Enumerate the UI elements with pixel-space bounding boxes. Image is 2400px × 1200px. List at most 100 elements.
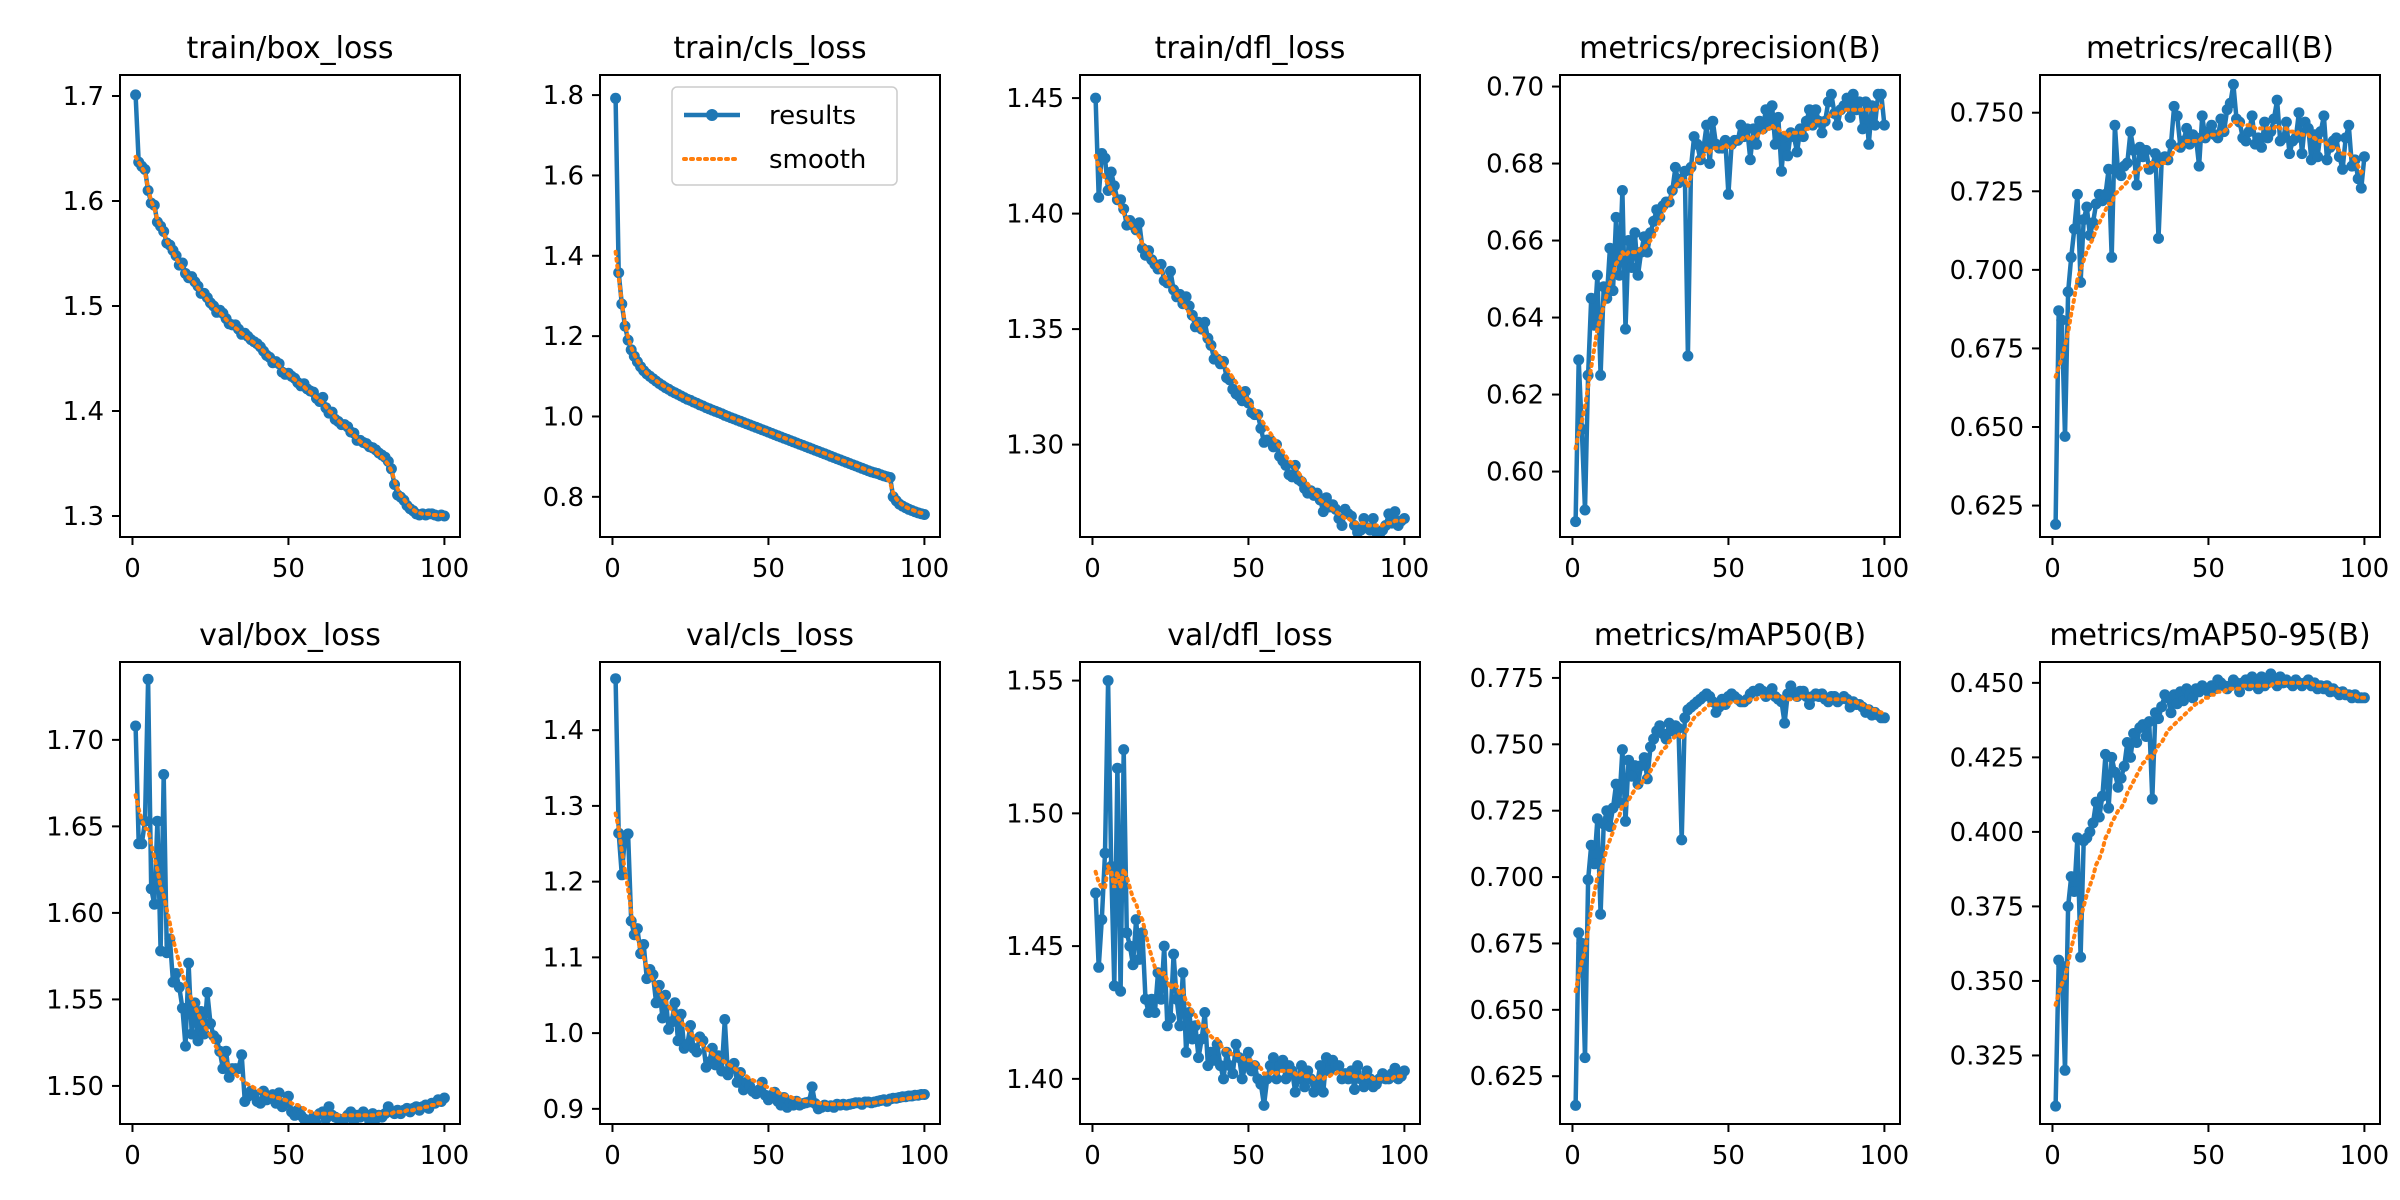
results-point: [2059, 1064, 2071, 1076]
x-tick-label: 50: [272, 554, 305, 584]
results-point: [1130, 914, 1142, 926]
y-tick-label: 0.725: [1470, 797, 1544, 827]
x-tick-label: 100: [1860, 1141, 1910, 1171]
x-tick-label: 50: [1232, 554, 1265, 584]
results-point: [2268, 113, 2280, 125]
results-point: [1791, 146, 1803, 158]
y-tick-label: 0.725: [1950, 177, 2024, 207]
results-point: [2131, 737, 2143, 748]
results-point: [1863, 138, 1875, 150]
results-point: [2280, 116, 2292, 128]
results-point: [2118, 760, 2130, 772]
results-point: [2103, 163, 2115, 175]
results-point: [2112, 781, 2124, 793]
y-tick-label: 0.675: [1950, 334, 2024, 364]
subplot-title: val/box_loss: [199, 618, 381, 653]
results-point: [2106, 751, 2118, 763]
results-point: [2143, 716, 2155, 728]
legend-results-marker: [706, 109, 718, 121]
results-point: [1682, 350, 1694, 362]
results-point: [1389, 506, 1401, 518]
results-point: [173, 981, 185, 993]
results-point: [1825, 88, 1837, 100]
results-point: [2165, 707, 2177, 719]
results-point: [2100, 188, 2111, 200]
results-point: [2078, 214, 2090, 226]
results-point: [1165, 265, 1176, 277]
results-point: [1358, 1081, 1370, 1093]
results-point: [1149, 1007, 1161, 1018]
subplot-train-cls-loss: 0 50 100 0.8 1.0 1.2 1.4 1.6 1.8 train/cls_lossre…: [543, 31, 950, 584]
results-point: [2140, 144, 2152, 156]
subplot-title: metrics/mAP50-95(B): [2049, 618, 2370, 653]
results-point: [1704, 158, 1716, 169]
results-point: [2065, 251, 2077, 263]
results-point: [2296, 148, 2308, 160]
x-tick-label: 50: [2192, 1141, 2225, 1171]
results-point: [1180, 1046, 1192, 1058]
results-point: [650, 997, 662, 1009]
subplot-metrics-precision-b-: 0 50 100 0.60 0.62 0.64 0.66 0.68 0.70 metrics/pr…: [1486, 31, 1909, 584]
y-tick-label: 1.2: [543, 868, 584, 898]
results-point: [731, 1076, 743, 1088]
results-point: [2256, 141, 2267, 153]
results-point: [2206, 119, 2218, 131]
y-tick-label: 0.625: [1950, 492, 2024, 522]
results-point: [2084, 826, 2096, 838]
results-point: [2153, 232, 2164, 244]
results-point: [2071, 188, 2083, 200]
results-point: [2062, 900, 2074, 912]
x-tick-label: 50: [272, 1141, 305, 1171]
x-tick-label: 50: [752, 1141, 785, 1171]
results-point: [158, 769, 170, 780]
results-point: [1570, 516, 1582, 528]
results-point: [1632, 269, 1644, 281]
results-point: [1585, 839, 1597, 851]
smooth-line: [133, 793, 447, 1118]
x-tick-label: 0: [2044, 1141, 2061, 1171]
results-point: [656, 1012, 668, 1024]
results-point: [1869, 119, 1881, 131]
x-tick-label: 0: [1564, 554, 1581, 584]
results-point: [1115, 985, 1127, 997]
results-point: [1626, 262, 1638, 273]
results-point: [1751, 138, 1762, 150]
results-point: [1832, 119, 1844, 131]
results-point: [1289, 1086, 1301, 1098]
results-point: [223, 1071, 235, 1083]
results-point: [1280, 1073, 1292, 1085]
smooth-line: [613, 811, 927, 1107]
plot-area: [1570, 680, 1890, 1111]
y-tick-label: 1.30: [1006, 431, 1064, 461]
plot-area: [1090, 92, 1410, 537]
results-point: [2081, 201, 2093, 213]
results-point: [2059, 430, 2071, 442]
results-point: [183, 957, 195, 969]
subplot-val-box-loss: 0 50 100 1.50 1.55 1.60 1.65 1.70 val/box_loss: [46, 618, 469, 1171]
results-point: [2196, 110, 2208, 122]
results-point: [1230, 1038, 1242, 1050]
plot-area: [610, 673, 930, 1115]
results-point: [1638, 752, 1650, 764]
results-point: [1573, 354, 1585, 366]
y-tick-label: 1.4: [543, 716, 584, 746]
legend: results smooth: [671, 86, 898, 186]
y-tick-label: 1.60: [46, 899, 104, 929]
subplot-title: val/dfl_loss: [1167, 618, 1332, 653]
results-point: [719, 1014, 731, 1025]
results-point: [1595, 369, 1607, 381]
results-point: [205, 1018, 216, 1030]
results-point: [1766, 100, 1778, 112]
x-tick-label: 0: [2044, 554, 2061, 584]
subplot-title: train/box_loss: [186, 31, 393, 66]
results-point: [2125, 126, 2136, 138]
x-tick-label: 0: [604, 554, 621, 584]
y-tick-label: 1.40: [1006, 1065, 1064, 1095]
y-tick-label: 0.750: [1470, 730, 1544, 760]
results-point: [1707, 115, 1719, 127]
x-tick-label: 100: [420, 554, 470, 584]
results-point: [1090, 92, 1102, 104]
results-point: [2121, 157, 2133, 169]
x-tick-label: 100: [900, 554, 950, 584]
y-tick-label: 1.1: [543, 943, 584, 973]
